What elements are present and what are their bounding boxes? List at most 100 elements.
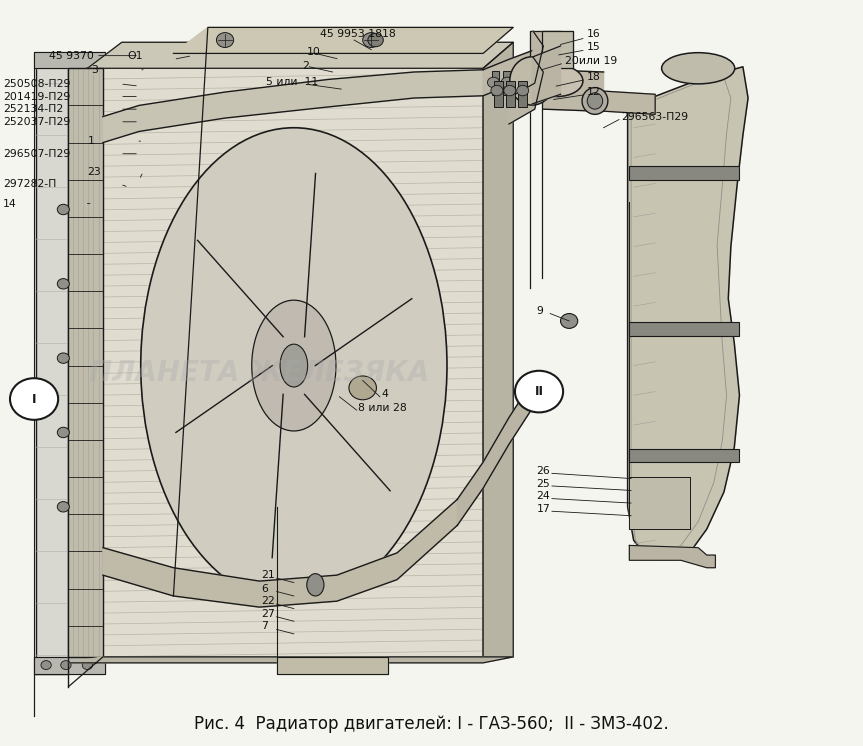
Ellipse shape [306, 574, 324, 596]
Ellipse shape [510, 57, 555, 105]
Circle shape [504, 85, 516, 95]
Bar [629, 322, 740, 336]
Bar [629, 449, 740, 463]
Text: 2: 2 [302, 61, 309, 71]
Bar [494, 81, 503, 107]
Bar [519, 81, 527, 107]
Ellipse shape [532, 66, 583, 96]
Polygon shape [103, 70, 483, 142]
Circle shape [82, 661, 92, 670]
Circle shape [41, 661, 51, 670]
Text: 12: 12 [586, 87, 600, 97]
Text: 25: 25 [537, 479, 551, 489]
Circle shape [10, 378, 58, 420]
Circle shape [491, 85, 503, 95]
Text: 23: 23 [87, 166, 101, 177]
Polygon shape [531, 31, 561, 90]
Circle shape [57, 501, 69, 512]
Polygon shape [483, 46, 552, 95]
Ellipse shape [280, 344, 307, 387]
Text: 14: 14 [3, 198, 17, 209]
Polygon shape [68, 657, 513, 663]
Bar [507, 81, 515, 107]
Text: 250508-П29: 250508-П29 [3, 79, 71, 89]
Polygon shape [34, 52, 104, 69]
Text: 296563-П29: 296563-П29 [620, 112, 688, 122]
Bar [629, 166, 740, 180]
Text: 201419-П29: 201419-П29 [3, 92, 71, 101]
Polygon shape [629, 545, 715, 568]
Text: 3: 3 [91, 65, 98, 75]
Polygon shape [509, 31, 544, 124]
Text: 17: 17 [537, 504, 551, 514]
Circle shape [561, 313, 577, 328]
Text: 45 9370: 45 9370 [48, 51, 93, 60]
Text: 6: 6 [261, 583, 268, 594]
Circle shape [57, 278, 69, 289]
Circle shape [217, 33, 234, 48]
Polygon shape [542, 31, 573, 69]
Text: 9: 9 [537, 307, 544, 316]
Circle shape [349, 376, 376, 400]
Text: I: I [32, 392, 36, 406]
Polygon shape [457, 380, 533, 525]
Circle shape [488, 77, 500, 87]
Text: 4: 4 [381, 389, 388, 399]
Ellipse shape [252, 300, 336, 431]
Circle shape [368, 34, 383, 47]
Circle shape [362, 33, 380, 48]
Polygon shape [68, 69, 103, 657]
Text: O1: O1 [128, 51, 143, 60]
Text: 5 или  11: 5 или 11 [267, 77, 318, 87]
Text: 252037-П29: 252037-П29 [3, 117, 71, 127]
Text: 7: 7 [261, 621, 268, 631]
Text: II: II [534, 385, 544, 398]
Polygon shape [277, 657, 388, 674]
Ellipse shape [582, 87, 608, 114]
Bar [492, 71, 500, 95]
Circle shape [57, 427, 69, 438]
Text: Рис. 4  Радиатор двигателей: I - ГАЗ-560;  II - ЗМЗ-402.: Рис. 4 Радиатор двигателей: I - ГАЗ-560;… [194, 715, 669, 733]
Text: 24: 24 [537, 492, 551, 501]
Polygon shape [595, 90, 655, 114]
Polygon shape [34, 657, 104, 674]
Polygon shape [544, 70, 603, 111]
Ellipse shape [662, 53, 734, 84]
Circle shape [515, 371, 564, 413]
Text: 16: 16 [586, 29, 600, 39]
Text: 45 9953 1818: 45 9953 1818 [319, 29, 395, 39]
Polygon shape [35, 54, 68, 674]
Text: 15: 15 [586, 43, 600, 52]
Text: 10: 10 [306, 47, 321, 57]
Polygon shape [532, 46, 561, 104]
Polygon shape [87, 69, 483, 657]
Text: 1: 1 [87, 136, 94, 146]
Text: 20или 19: 20или 19 [565, 56, 617, 66]
Bar [514, 71, 522, 95]
Circle shape [517, 85, 529, 95]
Circle shape [60, 661, 71, 670]
Polygon shape [483, 43, 513, 657]
Polygon shape [629, 477, 690, 529]
Text: 297282-П: 297282-П [3, 179, 56, 189]
Text: 26: 26 [537, 466, 551, 476]
Text: 18: 18 [586, 72, 600, 82]
Bar [503, 71, 511, 95]
Text: 21: 21 [261, 570, 275, 580]
Circle shape [57, 353, 69, 363]
Polygon shape [103, 499, 457, 607]
Text: 22: 22 [261, 596, 275, 606]
Polygon shape [173, 28, 513, 54]
Polygon shape [87, 43, 513, 69]
Ellipse shape [141, 128, 447, 604]
Circle shape [57, 204, 69, 215]
Text: ПЛАНЕТА ЖЕЛЕЗЯКА: ПЛАНЕТА ЖЕЛЕЗЯКА [90, 359, 430, 387]
Text: 8 или 28: 8 или 28 [358, 403, 407, 413]
Text: 296507-П29: 296507-П29 [3, 148, 71, 159]
Polygon shape [627, 67, 748, 560]
Circle shape [501, 77, 513, 87]
Text: 252134-П2: 252134-П2 [3, 104, 63, 114]
Text: 27: 27 [261, 609, 275, 618]
Ellipse shape [587, 93, 602, 109]
Circle shape [515, 77, 527, 87]
